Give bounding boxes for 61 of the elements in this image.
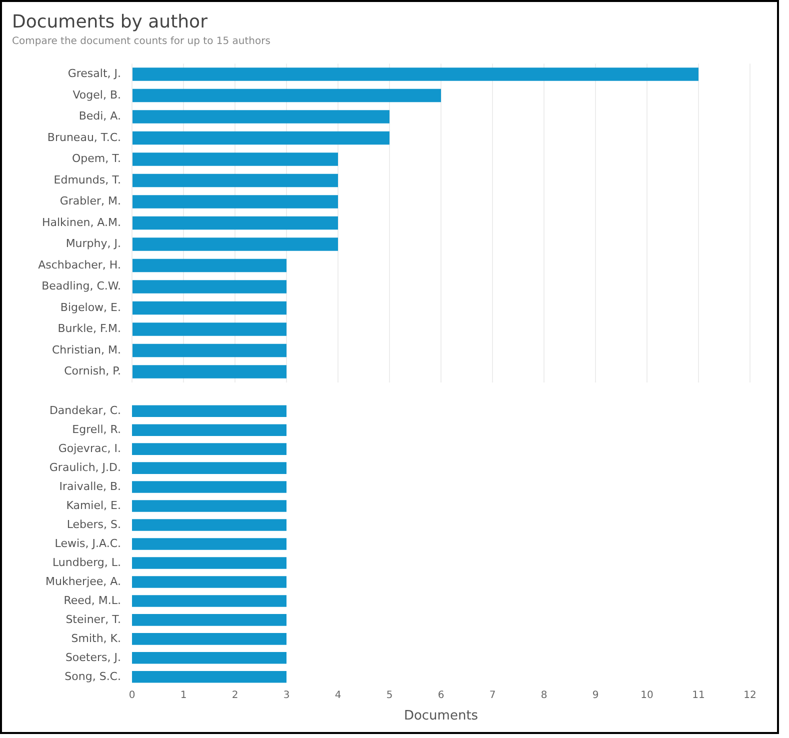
y-tick-label: Bedi, A. (78, 110, 121, 123)
y-tick-label: Smith, K. (71, 632, 121, 645)
y-tick-label: Reed, M.L. (64, 594, 121, 607)
x-axis-title: Documents (404, 708, 478, 724)
y-tick-label: Mukherjee, A. (45, 574, 121, 588)
y-tick-label: Dandekar, C. (49, 404, 121, 417)
x-tick-label: 10 (640, 690, 654, 701)
x-tick-label: 7 (489, 690, 496, 701)
bar (132, 301, 286, 315)
y-tick-label: Lundberg, L. (52, 556, 121, 569)
y-tick-label: Song, S.C. (64, 670, 121, 683)
bar (132, 238, 338, 251)
y-tick-label: Lewis, J.A.C. (54, 536, 121, 550)
y-tick-label: Lebers, S. (66, 518, 121, 531)
y-tick-label: Murphy, J. (66, 237, 121, 250)
x-tick-label: 0 (128, 690, 136, 701)
bar (132, 280, 286, 294)
y-tick-label: Beadling, C.W. (42, 280, 121, 293)
bar (132, 258, 286, 272)
bar (132, 216, 338, 230)
x-tick-label: 8 (540, 690, 548, 701)
bar (132, 152, 338, 166)
y-tick-label: Edmunds, T. (54, 173, 121, 186)
bar (132, 174, 338, 188)
y-tick-label: Steiner, T. (66, 612, 121, 626)
bar (132, 131, 390, 145)
y-tick-label: Halkinen, A.M. (42, 216, 121, 229)
y-tick-label: Egrell, R. (72, 422, 121, 436)
y-tick-label: Cornish, P. (64, 364, 121, 378)
x-tick-label: 12 (744, 690, 756, 701)
y-tick-label: Kamiel, E. (66, 498, 121, 512)
bar (132, 195, 338, 208)
x-tick-label: 2 (232, 690, 238, 701)
y-tick-label: Burkle, F.M. (58, 322, 121, 336)
y-tick-label: Bruneau, T.C. (47, 130, 121, 144)
bar (132, 110, 390, 124)
x-tick-label: 5 (386, 690, 393, 701)
x-tick-label: 6 (438, 690, 444, 701)
x-tick-label: 11 (692, 690, 705, 701)
y-tick-label: Gojevrac, I. (58, 442, 121, 455)
y-tick-label: Iraivalle, B. (59, 480, 121, 493)
bar (132, 322, 286, 336)
x-tick-label: 3 (283, 690, 290, 701)
y-tick-label: Graulich, J.D. (49, 460, 121, 474)
y-tick-label: Vogel, B. (72, 88, 121, 102)
chart-title: Documents by author (12, 11, 208, 32)
chart-subtitle: Compare the document counts for up to 15 authors (12, 36, 270, 48)
y-tick-label: Grabler, M. (60, 194, 121, 208)
bar (132, 365, 286, 378)
x-tick-label: 9 (592, 690, 599, 701)
bar (132, 344, 286, 358)
y-tick-label: Bigelow, E. (60, 300, 121, 314)
x-tick-label: 1 (180, 690, 187, 701)
x-tick-label: 4 (334, 690, 342, 701)
bar (132, 68, 698, 81)
y-tick-label: Aschbacher, H. (38, 258, 121, 272)
y-tick-label: Christian, M. (52, 343, 121, 356)
y-tick-label: Opem, T. (72, 152, 121, 166)
y-tick-label: Gresalt, J. (68, 67, 121, 80)
bar (132, 88, 441, 102)
y-tick-label: Soeters, J. (65, 650, 121, 664)
